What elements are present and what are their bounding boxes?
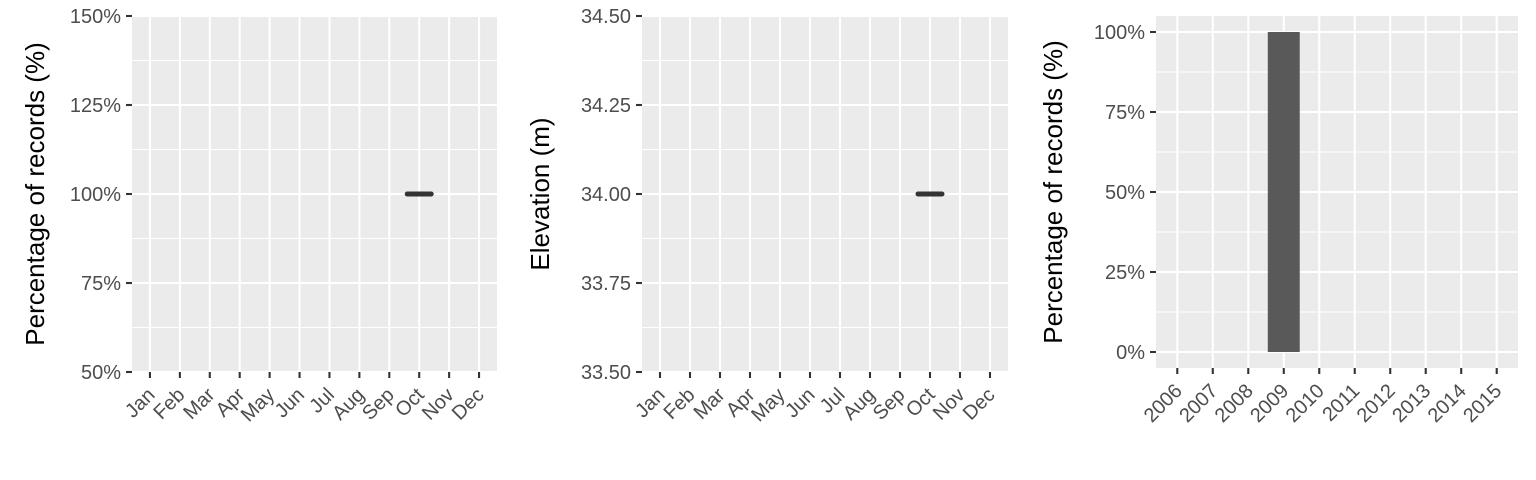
y-tick-label: 100% — [1094, 22, 1145, 44]
y-tick-label: 0% — [1116, 342, 1145, 364]
y-tick-label: 33.50 — [581, 362, 631, 384]
y-axis-title: Percentage of records (%) — [20, 42, 50, 345]
bar-2009 — [1267, 32, 1300, 352]
y-tick-label: 50% — [1105, 182, 1145, 204]
x-tick-label: 2013 — [1388, 380, 1435, 427]
x-tick-label: 2007 — [1175, 380, 1222, 427]
y-axis-title: Elevation (m) — [525, 117, 555, 270]
x-tick-label: 2011 — [1318, 380, 1364, 426]
x-tick-label: Dec — [448, 384, 489, 425]
y-tick-label: 50% — [81, 362, 121, 384]
x-tick-label: 2008 — [1211, 380, 1258, 427]
y-axis-title: Percentage of records (%) — [1038, 40, 1068, 343]
x-tick-label: 2012 — [1353, 380, 1400, 427]
y-tick-label: 33.75 — [581, 273, 631, 295]
y-tick-label: 75% — [1105, 102, 1145, 124]
y-tick-label: 34.25 — [581, 95, 631, 117]
x-tick-label: 2006 — [1140, 380, 1187, 427]
x-tick-label: 2015 — [1459, 380, 1506, 427]
y-tick-label: 34.00 — [581, 184, 631, 206]
y-tick-label: 125% — [70, 95, 121, 117]
y-tick-label: 100% — [70, 184, 121, 206]
y-tick-label: 25% — [1105, 262, 1145, 284]
y-tick-label: 75% — [81, 273, 121, 295]
x-tick-label: 2014 — [1424, 380, 1471, 427]
yearly-percentage-chart: 0%25%50%75%100%2006200720082009201020112… — [1038, 16, 1518, 427]
x-tick-label: 2009 — [1246, 380, 1293, 427]
y-tick-label: 34.50 — [581, 6, 631, 28]
monthly-percentage-chart: 50%75%100%125%150%JanFebMarAprMayJunJulA… — [20, 6, 497, 426]
monthly-elevation-chart: 33.5033.7534.0034.2534.50JanFebMarAprMay… — [525, 6, 1008, 426]
x-tick-label: Jun — [271, 384, 309, 422]
x-tick-label: Jun — [781, 384, 819, 422]
x-tick-label: Dec — [959, 384, 1000, 425]
y-tick-label: 150% — [70, 6, 121, 28]
x-tick-label: 2010 — [1282, 380, 1329, 427]
